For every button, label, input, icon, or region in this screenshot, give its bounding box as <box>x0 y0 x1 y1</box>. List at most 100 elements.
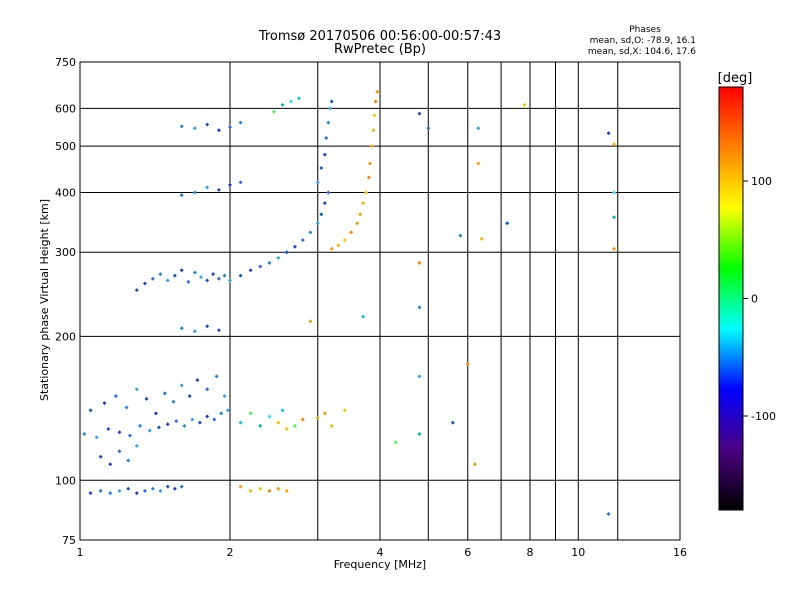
data-point <box>179 326 184 331</box>
y-axis-ticks: 75 100 200 300 400 500 600 750 <box>55 56 76 547</box>
data-point <box>361 314 366 319</box>
data-point <box>417 111 422 116</box>
data-point <box>126 458 131 463</box>
data-point <box>342 408 347 413</box>
chart-subtitle: RwPretec (Bp) <box>334 42 426 57</box>
data-point <box>292 244 297 249</box>
x-axis-ticks: 1 2 4 6 8 10 16 <box>77 546 688 559</box>
data-point <box>124 405 129 410</box>
data-point <box>205 414 210 419</box>
data-point <box>192 270 197 275</box>
data-point <box>165 422 170 427</box>
data-point <box>162 391 167 396</box>
data-point <box>219 411 224 416</box>
data-point <box>326 120 331 125</box>
data-point <box>150 486 155 491</box>
y-tick-label: 750 <box>55 56 76 69</box>
data-point <box>216 276 221 281</box>
data-point <box>258 486 263 491</box>
y-gridlines <box>80 107 680 481</box>
y-tick-label: 400 <box>55 186 76 199</box>
data-point <box>216 128 221 133</box>
data-point <box>205 387 210 392</box>
data-point <box>258 264 263 269</box>
data-point <box>134 443 139 448</box>
data-point <box>138 423 143 428</box>
data-point <box>172 486 177 491</box>
data-point <box>393 440 398 445</box>
scatter-points <box>82 89 617 517</box>
data-point <box>98 454 103 459</box>
data-point <box>147 428 152 433</box>
x-tick-label: 10 <box>571 546 585 559</box>
data-point <box>248 411 253 416</box>
data-point <box>158 488 163 493</box>
data-point <box>258 423 263 428</box>
y-tick-label: 600 <box>55 102 76 115</box>
data-point <box>296 96 301 101</box>
colorbar-tick-label: 0 <box>751 293 758 306</box>
data-point <box>373 99 378 104</box>
data-point <box>426 126 431 131</box>
data-point <box>267 488 272 493</box>
data-point <box>165 484 170 489</box>
data-point <box>172 273 177 278</box>
data-point <box>150 276 155 281</box>
data-point <box>192 126 197 131</box>
data-point <box>190 417 195 422</box>
data-point <box>238 273 243 278</box>
y-axis-label: Stationary phase Virtual Height [km] <box>38 199 51 401</box>
data-point <box>205 278 210 283</box>
colorbar-tick-label: 100 <box>751 175 772 188</box>
data-point <box>315 180 320 185</box>
data-point <box>179 268 184 273</box>
data-point <box>319 166 324 171</box>
data-point <box>222 273 227 278</box>
x-tick-label: 16 <box>673 546 687 559</box>
colorbar-tick-label: -100 <box>751 410 776 423</box>
data-point <box>276 486 281 491</box>
data-point <box>271 109 276 114</box>
data-point <box>228 125 232 130</box>
x-axis-label: Frequency [MHz] <box>334 558 426 571</box>
data-point <box>276 255 281 260</box>
x-tick-label: 8 <box>527 546 534 559</box>
data-point <box>315 221 320 226</box>
data-point <box>288 99 293 104</box>
data-point <box>144 396 149 401</box>
data-point <box>417 431 422 436</box>
data-point <box>476 161 481 166</box>
data-point <box>142 488 147 493</box>
data-point <box>192 329 197 334</box>
colorbar-label: [deg] <box>718 71 753 86</box>
data-point <box>364 190 369 195</box>
data-point <box>165 278 170 283</box>
data-point <box>284 488 289 493</box>
data-point <box>322 152 327 157</box>
chart-title: Tromsø 20170506 00:56:00-00:57:43 <box>258 29 501 44</box>
data-point <box>505 221 510 226</box>
data-point <box>280 102 285 107</box>
data-point <box>366 175 371 180</box>
data-point <box>612 142 617 147</box>
data-point <box>479 236 484 241</box>
y-tick-label: 300 <box>55 246 76 259</box>
data-point <box>308 319 313 324</box>
data-point <box>156 425 161 430</box>
x-gridlines <box>229 62 619 540</box>
data-point <box>349 230 354 235</box>
data-point <box>88 491 93 496</box>
data-point <box>472 462 477 467</box>
data-point <box>267 414 272 419</box>
data-point <box>465 362 470 367</box>
data-point <box>179 193 184 198</box>
data-point <box>216 328 221 333</box>
data-point <box>476 126 481 131</box>
data-point <box>228 182 232 187</box>
data-point <box>612 215 617 220</box>
data-point <box>197 420 202 425</box>
x-tick-label: 4 <box>377 546 384 559</box>
data-point <box>336 243 341 248</box>
data-point <box>182 423 187 428</box>
data-point <box>88 408 93 413</box>
